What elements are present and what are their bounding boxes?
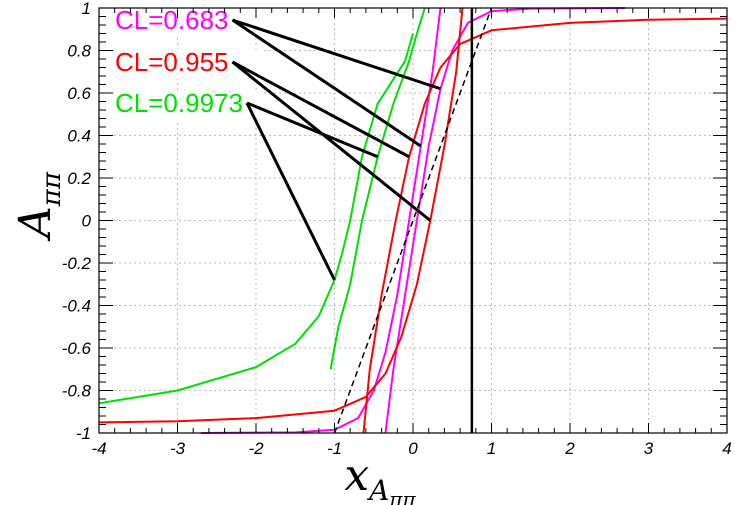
x-tick-label: 2	[564, 439, 575, 458]
x-tick-label: 1	[487, 439, 496, 458]
legend-label-0: CL=0.683	[115, 5, 228, 35]
y-tick-label: 1	[82, 0, 91, 18]
x-tick-label: -2	[248, 439, 264, 458]
legend-pointer-2-1	[245, 102, 336, 281]
y-tick-label: -0.4	[62, 297, 91, 316]
x-tick-label: -4	[91, 439, 106, 458]
y-tick-label: 0.6	[67, 84, 91, 103]
y-tick-label: 0	[82, 212, 92, 231]
x-axis-title: xAππ	[344, 450, 416, 505]
tick-marks	[98, 7, 728, 434]
y-tick-label: -0.8	[62, 382, 92, 401]
y-tick-label: -0.6	[62, 339, 92, 358]
legend-label-bg-2	[110, 90, 262, 120]
legend-label-2: CL=0.9973	[115, 88, 243, 118]
series-line-0	[384, 7, 626, 434]
curves	[98, 7, 728, 434]
y-tick-label: -0.2	[62, 254, 92, 273]
series-line-1	[200, 7, 442, 434]
series-line-4	[329, 7, 426, 370]
x-tick-label: -3	[170, 439, 186, 458]
legend-label-1: CL=0.955	[115, 47, 228, 77]
legend-pointer-1-0	[231, 60, 410, 159]
x-tick-label: -1	[327, 439, 342, 458]
legend-pointer-2-0	[246, 101, 379, 159]
x-tick-label: 3	[644, 439, 654, 458]
y-axis-title: Aππ	[10, 171, 67, 242]
y-tick-label: -1	[76, 424, 91, 443]
central-dashed-line	[333, 7, 493, 434]
y-tick-label: 0.2	[67, 169, 91, 188]
tick-labels: -4 -3 -2 -1 0 1 2 3 4 -1 -0.8 -0.6 -0.4 -0.2 0 0.2 0.4 0.…	[62, 0, 732, 458]
legend-pointer-0-0	[232, 18, 441, 91]
x-tick-label: 0	[408, 439, 418, 458]
series-line-3	[98, 7, 464, 424]
y-tick-label: 0.4	[67, 127, 91, 146]
y-tick-label: 0.8	[67, 42, 91, 61]
legend-pointer-1-1	[231, 60, 432, 222]
series-line-5	[98, 33, 414, 405]
legend-pointer-0-1	[231, 18, 422, 148]
x-tick-label: 4	[722, 439, 731, 458]
legend-callouts: CL=0.683 CL=0.955 CL=0.9973	[110, 5, 441, 281]
